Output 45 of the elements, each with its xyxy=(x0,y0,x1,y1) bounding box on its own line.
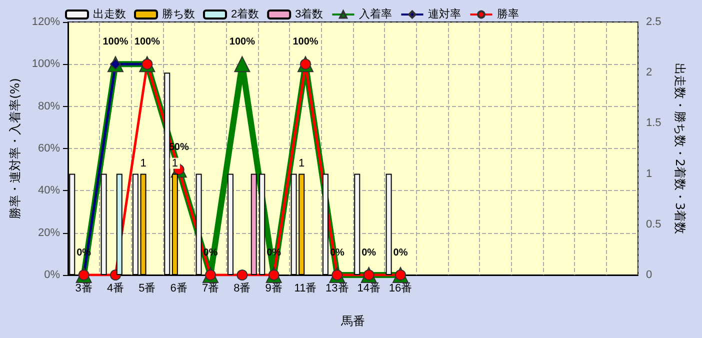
y-tick-label: 100% xyxy=(32,58,60,70)
legend-label: 入着率 xyxy=(359,8,392,20)
y-tick-label: 60% xyxy=(38,142,60,154)
x-axis-title: 馬番 xyxy=(340,314,365,328)
legend-label: 勝ち数 xyxy=(162,8,195,20)
y-axis-title: 勝率・連対率・入着率(%) xyxy=(8,78,22,219)
x-tick-label: 11番 xyxy=(294,282,317,294)
y2-tick-label: 2 xyxy=(646,66,652,79)
y-tick-label: 40% xyxy=(38,184,60,197)
data-label: 100% xyxy=(292,36,318,48)
data-label: 100% xyxy=(229,36,256,48)
legend-label: 勝率 xyxy=(497,8,520,20)
y-tick-label: 80% xyxy=(38,100,60,112)
point xyxy=(234,56,250,72)
data-label: 1 xyxy=(172,157,178,170)
y-tick-label: 0% xyxy=(44,269,60,281)
x-tick-label: 13番 xyxy=(326,282,349,294)
y2-tick-label: 0 xyxy=(646,269,652,281)
data-label: 100% xyxy=(102,36,128,48)
legend-label: 2着数 xyxy=(231,8,260,20)
x-tick-label: 9番 xyxy=(265,282,282,294)
y2-tick-label: 1.5 xyxy=(646,117,662,130)
x-tick-label: 5番 xyxy=(138,282,156,294)
x-tick-label: 4番 xyxy=(106,282,124,294)
y-tick-label: 120% xyxy=(32,16,60,28)
x-tick-label: 14番 xyxy=(357,282,380,294)
x-tick-label: 7番 xyxy=(202,282,220,294)
data-label: 100% xyxy=(134,36,160,48)
data-label: 1 xyxy=(140,157,146,170)
x-tick-label: 6番 xyxy=(170,282,188,294)
point xyxy=(236,270,248,280)
y2-tick-label: 2.5 xyxy=(646,16,662,28)
x-tick-label: 16番 xyxy=(388,282,412,294)
legend-label: 3着数 xyxy=(295,8,324,20)
legend-label: 出走数 xyxy=(93,8,126,20)
x-tick-label: 3番 xyxy=(75,282,92,294)
data-label: 1 xyxy=(298,157,305,170)
y2-axis-title: 出走数・勝ち数・2着数・3着数 xyxy=(673,62,687,234)
y2-tick-label: 1 xyxy=(646,168,652,180)
y2-tick-label: 0.5 xyxy=(646,218,662,230)
data-label: 0% xyxy=(362,248,376,258)
legend-label: 連対率 xyxy=(428,8,462,20)
y-tick-label: 20% xyxy=(38,226,60,239)
data-label: 0% xyxy=(393,248,408,258)
x-tick-label: 8番 xyxy=(234,282,251,294)
